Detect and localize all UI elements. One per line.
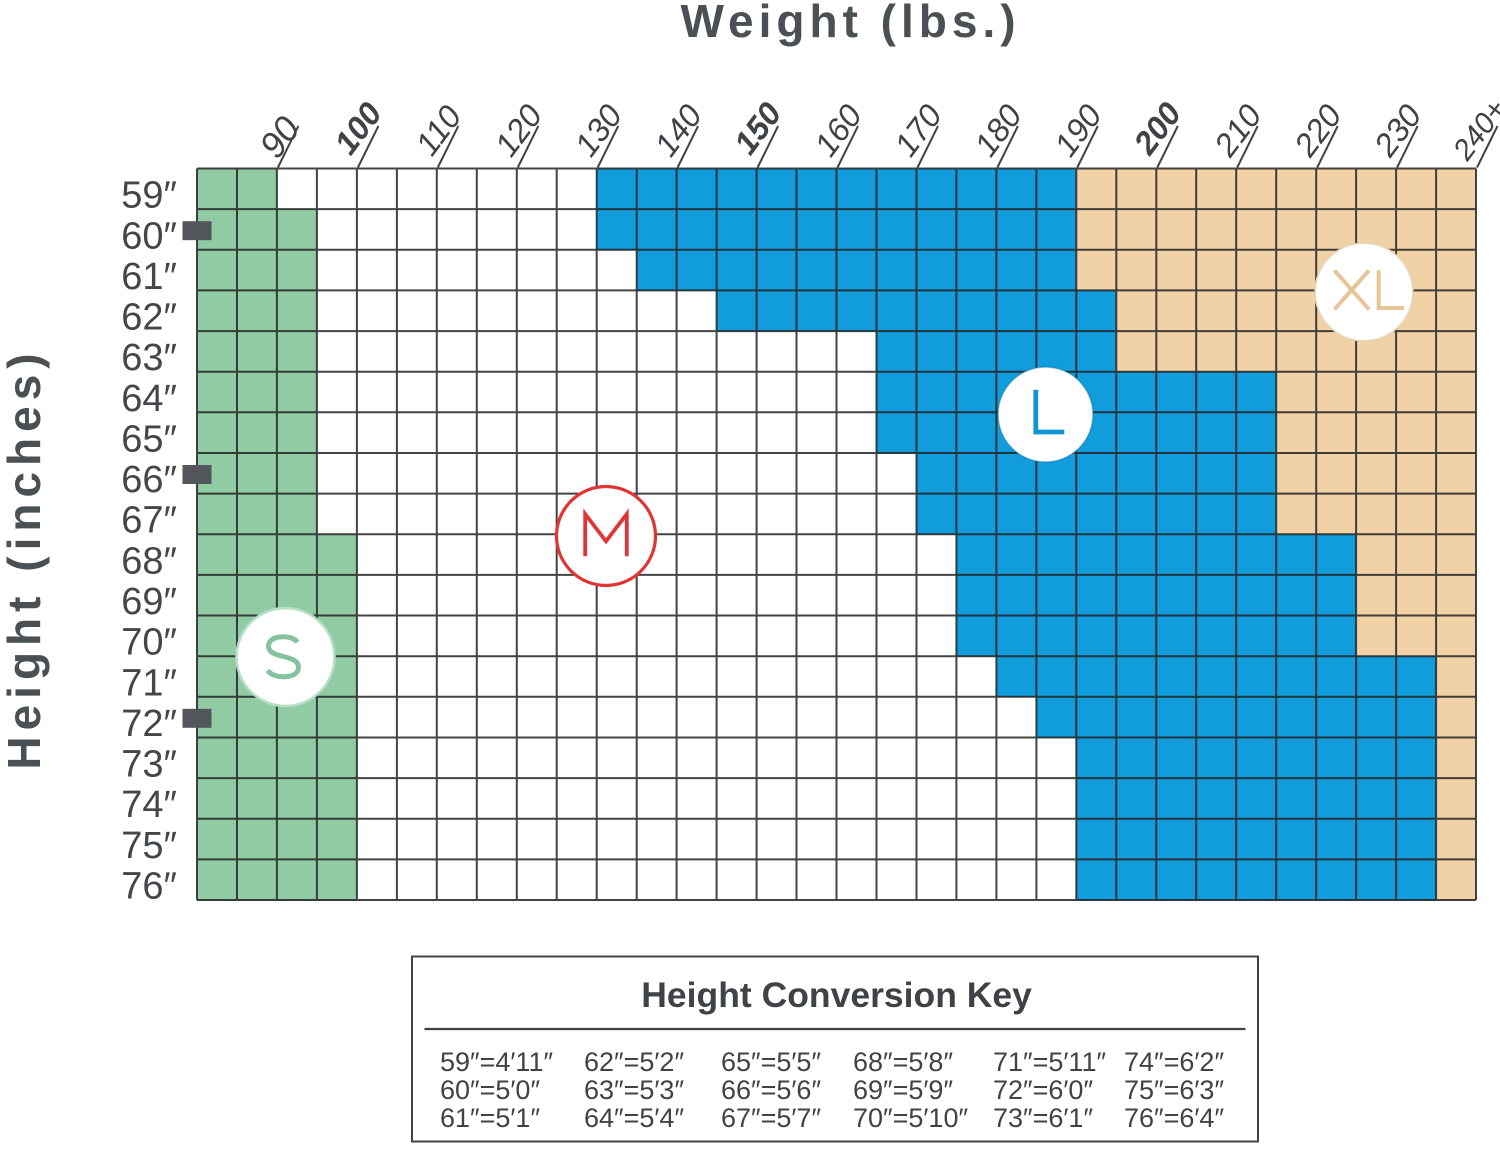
svg-text:75″: 75″	[121, 825, 177, 867]
svg-text:65″=5′5″: 65″=5′5″	[721, 1047, 821, 1077]
svg-text:61″=5′1″: 61″=5′1″	[440, 1103, 540, 1133]
svg-text:71″: 71″	[121, 662, 177, 704]
svg-text:74″=6′2″: 74″=6′2″	[1124, 1047, 1224, 1077]
svg-text:70″=5′10″: 70″=5′10″	[853, 1103, 968, 1133]
svg-text:61″: 61″	[121, 256, 177, 298]
svg-text:74″: 74″	[121, 784, 177, 826]
svg-text:67″: 67″	[121, 500, 177, 542]
svg-text:73″: 73″	[121, 744, 177, 786]
svg-text:68″=5′8″: 68″=5′8″	[853, 1047, 953, 1077]
svg-text:59″=4′11″: 59″=4′11″	[440, 1047, 553, 1077]
svg-text:69″: 69″	[121, 581, 177, 623]
svg-text:66″=5′6″: 66″=5′6″	[721, 1075, 821, 1105]
svg-text:Height Conversion Key: Height Conversion Key	[641, 975, 1032, 1015]
svg-text:65″: 65″	[121, 419, 177, 461]
svg-text:76″: 76″	[121, 866, 177, 908]
svg-text:62″: 62″	[121, 297, 177, 339]
svg-text:69″=5′9″: 69″=5′9″	[853, 1075, 953, 1105]
svg-text:76″=6′4″: 76″=6′4″	[1124, 1103, 1224, 1133]
svg-text:72″=6′0″: 72″=6′0″	[993, 1075, 1093, 1105]
svg-text:66″: 66″	[121, 459, 177, 501]
svg-text:Height (inches): Height (inches)	[0, 347, 50, 769]
svg-text:73″=6′1″: 73″=6′1″	[993, 1103, 1093, 1133]
svg-text:60″: 60″	[121, 215, 177, 257]
svg-text:75″=6′3″: 75″=6′3″	[1124, 1075, 1224, 1105]
svg-text:63″: 63″	[121, 337, 177, 379]
svg-text:64″: 64″	[121, 378, 177, 420]
svg-text:67″=5′7″: 67″=5′7″	[721, 1103, 821, 1133]
svg-text:63″=5′3″: 63″=5′3″	[584, 1075, 684, 1105]
svg-text:64″=5′4″: 64″=5′4″	[584, 1103, 684, 1133]
svg-text:71″=5′11″: 71″=5′11″	[993, 1047, 1106, 1077]
svg-text:72″: 72″	[121, 703, 177, 745]
svg-text:60″=5′0″: 60″=5′0″	[440, 1075, 540, 1105]
svg-text:Weight (lbs.): Weight (lbs.)	[680, 0, 1020, 47]
svg-text:62″=5′2″: 62″=5′2″	[584, 1047, 684, 1077]
svg-text:70″: 70″	[121, 622, 177, 664]
svg-text:68″: 68″	[121, 540, 177, 582]
svg-text:59″: 59″	[121, 175, 177, 217]
